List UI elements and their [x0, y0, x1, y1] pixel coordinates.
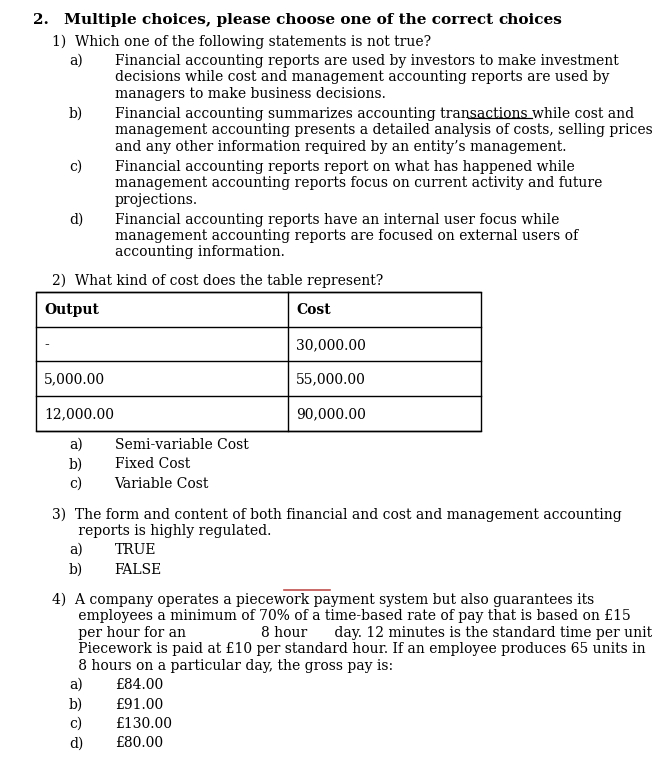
Text: a): a) [69, 543, 83, 557]
Text: 5,000.00: 5,000.00 [44, 373, 105, 386]
Text: c): c) [69, 477, 82, 491]
Text: 30,000.00: 30,000.00 [296, 338, 366, 352]
Text: £84.00: £84.00 [115, 678, 163, 692]
Text: management accounting reports are focused on external users of: management accounting reports are focuse… [115, 229, 578, 243]
Text: management accounting reports focus on current activity and future: management accounting reports focus on c… [115, 176, 602, 190]
Text: employees a minimum of 70% of a time-based rate of pay that is based on £15: employees a minimum of 70% of a time-bas… [52, 610, 631, 623]
Bar [36, 292, 481, 431]
Text: 1)  Which one of the following statements is not true?: 1) Which one of the following statements… [52, 34, 432, 49]
Text: managers to make business decisions.: managers to make business decisions. [115, 87, 386, 101]
Text: 2)  What kind of cost does the table represent?: 2) What kind of cost does the table repr… [52, 274, 384, 288]
Text: 55,000.00: 55,000.00 [296, 373, 366, 386]
Text: £91.00: £91.00 [115, 697, 163, 712]
Text: day. 12 minutes is the standard time per unit of output.: day. 12 minutes is the standard time per… [330, 626, 655, 640]
Text: d): d) [69, 213, 83, 226]
Text: b): b) [69, 457, 83, 471]
Text: a): a) [69, 678, 83, 692]
Text: a): a) [69, 438, 83, 452]
Text: projections.: projections. [115, 193, 198, 207]
Text: -: - [44, 338, 48, 352]
Text: d): d) [69, 736, 83, 751]
Text: TRUE: TRUE [115, 543, 156, 557]
Text: FALSE: FALSE [115, 562, 162, 577]
Text: a): a) [69, 54, 83, 68]
Text: choices: choices [498, 13, 562, 27]
Text: £130.00: £130.00 [115, 717, 172, 731]
Text: Financial accounting reports are used by investors to make investment: Financial accounting reports are used by… [115, 54, 618, 68]
Text: Cost: Cost [296, 303, 331, 317]
Text: per hour for an: per hour for an [52, 626, 191, 640]
Text: b): b) [69, 562, 83, 577]
Text: 4)  A company operates a piecework payment system but also guarantees its: 4) A company operates a piecework paymen… [52, 593, 595, 607]
Text: b): b) [69, 107, 83, 121]
Text: accounting information.: accounting information. [115, 245, 284, 259]
Text: Financial accounting reports have an internal user focus while: Financial accounting reports have an int… [115, 213, 559, 226]
Text: management accounting presents a detailed analysis of costs, selling prices: management accounting presents a detaile… [115, 123, 652, 137]
Text: Semi-variable Cost: Semi-variable Cost [115, 438, 248, 452]
Text: 8 hour: 8 hour [261, 626, 307, 640]
Text: Financial accounting reports report on what has happened while: Financial accounting reports report on w… [115, 160, 574, 174]
Text: Financial accounting summarizes accounting transactions while cost and: Financial accounting summarizes accounti… [115, 107, 634, 121]
Text: 90,000.00: 90,000.00 [296, 407, 366, 421]
Text: 12,000.00: 12,000.00 [44, 407, 114, 421]
Text: c): c) [69, 160, 82, 174]
Text: b): b) [69, 697, 83, 712]
Text: Output: Output [44, 303, 99, 317]
Text: and any other information required by an entity’s management.: and any other information required by an… [115, 139, 566, 154]
Text: Fixed Cost: Fixed Cost [115, 457, 190, 471]
Text: Piecework is paid at £10 per standard hour. If an employee produces 65 units in: Piecework is paid at £10 per standard ho… [52, 642, 646, 656]
Text: reports is highly regulated.: reports is highly regulated. [52, 523, 272, 538]
Text: 8 hours on a particular day, the gross pay is:: 8 hours on a particular day, the gross p… [52, 658, 394, 673]
Text: 3)  The form and content of both financial and cost and management accounting: 3) The form and content of both financia… [52, 507, 622, 522]
Text: 2. Multiple choices, please choose one of the correct: 2. Multiple choices, please choose one o… [33, 13, 498, 27]
Text: Variable Cost: Variable Cost [115, 477, 209, 491]
Text: £80.00: £80.00 [115, 736, 162, 751]
Text: c): c) [69, 717, 82, 731]
Text: decisions while cost and management accounting reports are used by: decisions while cost and management acco… [115, 70, 609, 85]
